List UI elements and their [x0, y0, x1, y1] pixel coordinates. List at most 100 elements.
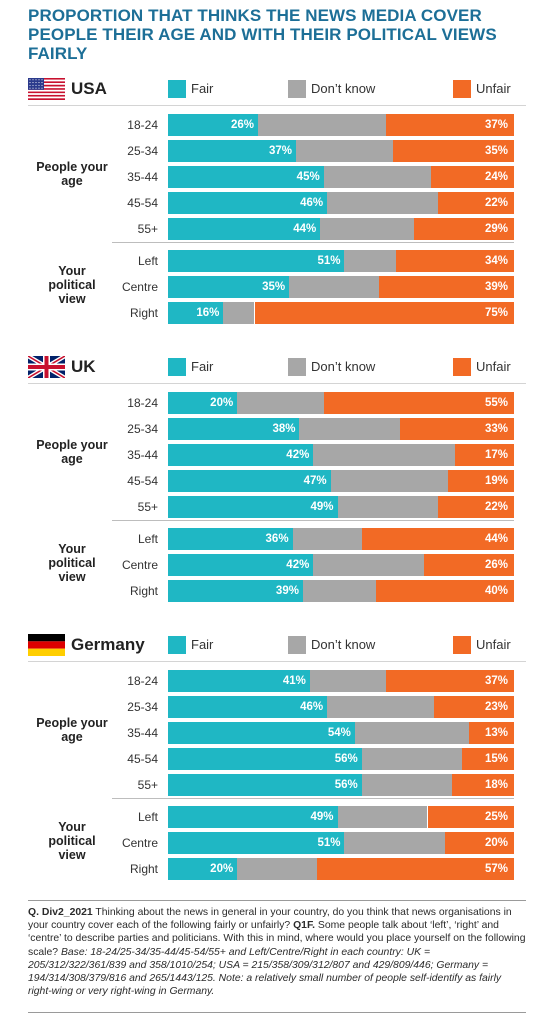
legend-divider [28, 661, 526, 662]
group-label-politics: Your political view [48, 820, 96, 862]
row-label: Right [129, 584, 158, 598]
group-separator [112, 798, 514, 799]
bar-segment-dontknow [337, 496, 438, 518]
data-label-unfair: 19% [484, 475, 508, 487]
footnote-q1f-id: Q1F. [293, 920, 316, 932]
bar-segment-dontknow [344, 250, 397, 272]
bar-segment-fair [168, 114, 258, 136]
bar-segment-dontknow [313, 444, 456, 466]
bar-segment-dontknow [320, 218, 414, 240]
data-label-unfair: 13% [484, 727, 508, 739]
bar-segment-dontknow [299, 418, 400, 440]
bar-segment-fair [168, 192, 328, 214]
footnote-question: Thinking about the news in general in yo… [28, 907, 512, 932]
legend-unfair-swatch [453, 358, 471, 376]
data-label-fair: 44% [293, 223, 317, 235]
row-label: Centre [121, 558, 158, 572]
data-label-fair: 45% [296, 171, 320, 183]
bar-segment-fair [168, 418, 300, 440]
data-label-unfair: 34% [484, 255, 508, 267]
row-label: Left [137, 532, 158, 546]
data-label-unfair: 15% [484, 753, 508, 765]
bar-segment-dontknow [323, 166, 431, 188]
stacked-bar: 47% 19% [168, 470, 514, 492]
group-label-politics: Your political view [48, 264, 96, 306]
footnote-question-id: Q. Div2_2021 [28, 907, 93, 918]
stacked-bar: 38% 33% [168, 418, 514, 440]
data-label-fair: 26% [230, 119, 254, 131]
country-panel: Germany Fair Don’t know Unfair People your a… [0, 634, 554, 904]
data-label-unfair: 44% [484, 533, 508, 545]
bar-segment-fair [168, 580, 303, 602]
bar-segment-unfair [430, 166, 514, 188]
data-label-fair: 51% [317, 255, 341, 267]
stacked-bar: 26% 37% [168, 114, 514, 136]
data-label-unfair: 37% [484, 119, 508, 131]
data-label-fair: 37% [269, 145, 293, 157]
stacked-bar: 51% 20% [168, 832, 514, 854]
legend-divider [28, 383, 526, 384]
data-label-unfair: 75% [484, 307, 508, 319]
data-label-fair: 49% [310, 811, 334, 823]
bar-segment-dontknow [354, 722, 469, 744]
data-label-unfair: 24% [484, 171, 508, 183]
data-label-fair: 36% [265, 533, 289, 545]
country-name: Germany [71, 635, 145, 654]
data-label-fair: 38% [272, 423, 296, 435]
usa-flag-icon-graphic [28, 78, 65, 101]
data-label-fair: 49% [310, 501, 334, 513]
data-label-unfair: 17% [484, 449, 508, 461]
row-label: Left [137, 810, 158, 824]
germany-flag-icon [28, 634, 65, 656]
row-label: 18-24 [127, 118, 158, 132]
bar-segment-unfair [455, 444, 514, 466]
country-name: USA [71, 79, 107, 98]
group-separator [112, 242, 514, 243]
stacked-bar: 45% 24% [168, 166, 514, 188]
group-separator [112, 520, 514, 521]
row-label: 35-44 [127, 726, 158, 740]
row-label: 55+ [137, 500, 158, 514]
bar-segment-dontknow [327, 192, 438, 214]
data-label-fair: 46% [300, 197, 324, 209]
data-label-unfair: 57% [484, 863, 508, 875]
data-label-unfair: 22% [484, 501, 508, 513]
stacked-bar: 49% 25% [168, 806, 514, 828]
row-label: 35-44 [127, 170, 158, 184]
data-label-unfair: 23% [484, 701, 508, 713]
bar-segment-unfair [434, 696, 514, 718]
bar-segment-fair [168, 670, 310, 692]
bar-segment-unfair [323, 392, 514, 414]
bar-segment-fair [168, 806, 338, 828]
bar-segment-unfair [379, 276, 514, 298]
bar-segment-dontknow [361, 748, 463, 770]
legend-unfair-label: Unfair [476, 81, 511, 96]
stacked-bar: 35% 39% [168, 276, 514, 298]
bar-segment-unfair [375, 580, 514, 602]
stacked-bar: 39% 40% [168, 580, 514, 602]
legend-dontknow-swatch [288, 636, 306, 654]
bar-segment-fair [168, 140, 297, 162]
data-label-fair: 35% [262, 281, 286, 293]
group-label-politics: Your political view [48, 542, 96, 584]
uk-flag-icon-graphic [26, 354, 67, 380]
stacked-bar: 44% 29% [168, 218, 514, 240]
data-label-fair: 41% [282, 675, 306, 687]
row-label: 45-54 [127, 196, 158, 210]
germany-flag-icon-graphic [28, 634, 65, 656]
row-label: 18-24 [127, 674, 158, 688]
bar-segment-fair [168, 218, 321, 240]
bar-segment-fair [168, 748, 362, 770]
data-label-unfair: 55% [484, 397, 508, 409]
bar-segment-dontknow [361, 774, 452, 796]
legend-dontknow-label: Don’t know [311, 359, 376, 374]
row-label: Centre [121, 280, 158, 294]
stacked-bar: 49% 22% [168, 496, 514, 518]
stacked-bar: 56% 18% [168, 774, 514, 796]
chart-title: PROPORTION THAT THINKS THE NEWS MEDIA CO… [28, 6, 497, 63]
bar-segment-dontknow [309, 670, 386, 692]
bar-segment-fair [168, 392, 238, 414]
stacked-bar: 16% 75% [168, 302, 514, 324]
bar-segment-unfair [385, 114, 514, 136]
bar-segment-dontknow [330, 470, 449, 492]
